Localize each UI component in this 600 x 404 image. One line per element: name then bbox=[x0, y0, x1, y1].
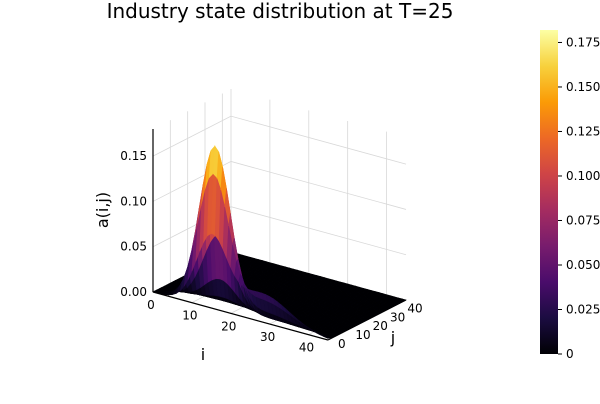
colorbar-gradient bbox=[540, 30, 558, 354]
colorbar-tick-label: 0 bbox=[566, 347, 574, 361]
z-gridline bbox=[153, 207, 406, 255]
colorbar: 0 0.025 0.050 0.075 0.100 0.125 0.150 0.175 bbox=[540, 30, 600, 361]
y-tick-label: 0 bbox=[338, 337, 346, 351]
colorbar-tick-label: 0.025 bbox=[566, 302, 600, 316]
y-tick-label: 20 bbox=[373, 319, 388, 333]
x-tick-label: 0 bbox=[147, 298, 155, 312]
y-tick-label: 40 bbox=[407, 301, 422, 315]
colorbar-tick-label: 0.100 bbox=[566, 169, 600, 183]
z-tick-label: 0.10 bbox=[120, 194, 147, 208]
colorbar-tick-label: 0.125 bbox=[566, 124, 600, 138]
z-tick-label: 0.00 bbox=[120, 285, 147, 299]
y-tick-label: 10 bbox=[355, 328, 370, 342]
colorbar-ticks: 0 0.025 0.050 0.075 0.100 0.125 0.150 0.175 bbox=[558, 35, 600, 361]
x-tick-label: 10 bbox=[182, 309, 197, 323]
chart-title: Industry state distribution at T=25 bbox=[107, 0, 454, 23]
y-axis-label: j bbox=[390, 328, 395, 347]
z-gridline bbox=[153, 116, 406, 164]
z-axis-label: a(i,j) bbox=[93, 192, 112, 228]
z-tick-label: 0.05 bbox=[120, 240, 147, 254]
colorbar-tick-label: 0.150 bbox=[566, 80, 600, 94]
x-tick-label: 30 bbox=[260, 330, 275, 344]
colorbar-tick-label: 0.175 bbox=[566, 35, 600, 49]
z-tick-label: 0.15 bbox=[120, 149, 147, 163]
colorbar-tick-label: 0.050 bbox=[566, 258, 600, 272]
y-tick-label: 30 bbox=[390, 310, 405, 324]
x-axis-label: i bbox=[201, 345, 205, 364]
x-tick-label: 40 bbox=[299, 341, 314, 355]
colorbar-tick-label: 0.075 bbox=[566, 213, 600, 227]
z-gridline bbox=[153, 161, 406, 209]
x-tick-label: 20 bbox=[221, 319, 236, 333]
